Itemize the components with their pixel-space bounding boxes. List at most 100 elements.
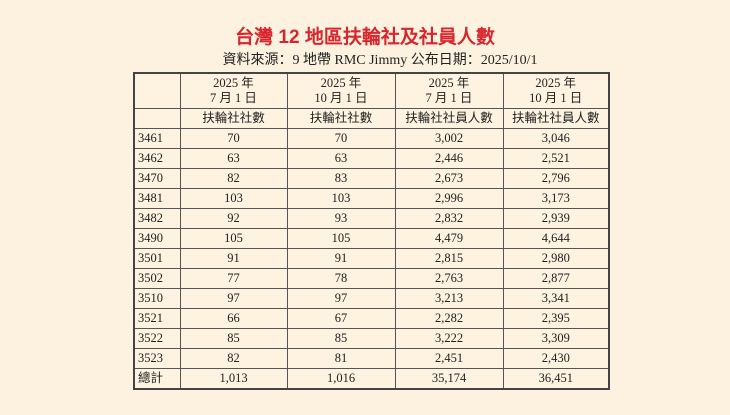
value-cell: 3,222 bbox=[394, 328, 504, 349]
value-cell: 63 bbox=[179, 148, 288, 169]
value-cell: 81 bbox=[286, 348, 396, 369]
table-row: 3470 82 83 2,673 2,796 bbox=[134, 168, 609, 189]
value-cell: 63 bbox=[286, 148, 396, 169]
value-cell: 2,877 bbox=[502, 268, 609, 289]
value-cell: 70 bbox=[179, 128, 288, 149]
district-cell: 3521 bbox=[134, 308, 181, 329]
value-cell: 1,016 bbox=[286, 368, 396, 390]
table-row: 3521 66 67 2,282 2,395 bbox=[134, 308, 609, 329]
value-cell: 4,479 bbox=[394, 228, 504, 249]
header-year: 2025 年 bbox=[428, 76, 470, 90]
value-cell: 105 bbox=[286, 228, 396, 249]
value-cell: 3,341 bbox=[502, 288, 609, 309]
header-day: 10 月 1 日 bbox=[314, 91, 368, 105]
district-cell: 3510 bbox=[134, 288, 181, 309]
value-cell: 3,046 bbox=[502, 128, 609, 149]
value-cell: 35,174 bbox=[394, 368, 504, 390]
table-row: 3481 103 103 2,996 3,173 bbox=[134, 188, 609, 209]
district-cell: 3481 bbox=[134, 188, 181, 209]
value-cell: 70 bbox=[286, 128, 396, 149]
district-cell: 3501 bbox=[134, 248, 181, 269]
header-year: 2025 年 bbox=[535, 76, 577, 90]
table-row: 3522 85 85 3,222 3,309 bbox=[134, 328, 609, 349]
district-cell: 3523 bbox=[134, 348, 181, 369]
table-row: 3501 91 91 2,815 2,980 bbox=[134, 248, 609, 269]
header-day: 7 月 1 日 bbox=[210, 91, 257, 105]
value-cell: 2,832 bbox=[394, 208, 504, 229]
value-cell: 85 bbox=[286, 328, 396, 349]
value-cell: 2,521 bbox=[502, 148, 609, 169]
header-metric: 扶輪社社員人數 bbox=[394, 108, 504, 129]
value-cell: 2,815 bbox=[394, 248, 504, 269]
value-cell: 97 bbox=[286, 288, 396, 309]
value-cell: 92 bbox=[179, 208, 288, 229]
value-cell: 2,446 bbox=[394, 148, 504, 169]
value-cell: 67 bbox=[286, 308, 396, 329]
value-cell: 2,796 bbox=[502, 168, 609, 189]
value-cell: 103 bbox=[179, 188, 288, 209]
value-cell: 103 bbox=[286, 188, 396, 209]
header-metric: 扶輪社社數 bbox=[286, 108, 396, 129]
table-row: 3510 97 97 3,213 3,341 bbox=[134, 288, 609, 309]
header-blank bbox=[134, 72, 181, 109]
table-row: 3461 70 70 3,002 3,046 bbox=[134, 128, 609, 149]
value-cell: 4,644 bbox=[502, 228, 609, 249]
value-cell: 3,002 bbox=[394, 128, 504, 149]
value-cell: 91 bbox=[286, 248, 396, 269]
value-cell: 2,673 bbox=[394, 168, 504, 189]
table-row: 3502 77 78 2,763 2,877 bbox=[134, 268, 609, 289]
header-date: 2025 年 10 月 1 日 bbox=[502, 72, 609, 109]
value-cell: 82 bbox=[179, 348, 288, 369]
table-row: 3462 63 63 2,446 2,521 bbox=[134, 148, 609, 169]
value-cell: 2,763 bbox=[394, 268, 504, 289]
district-cell: 3490 bbox=[134, 228, 181, 249]
district-cell: 3470 bbox=[134, 168, 181, 189]
header-metric: 扶輪社社數 bbox=[179, 108, 288, 129]
district-cell: 3482 bbox=[134, 208, 181, 229]
table-row: 3482 92 93 2,832 2,939 bbox=[134, 208, 609, 229]
value-cell: 2,939 bbox=[502, 208, 609, 229]
value-cell: 2,430 bbox=[502, 348, 609, 369]
header-day: 7 月 1 日 bbox=[425, 91, 473, 105]
value-cell: 3,173 bbox=[502, 188, 609, 209]
table-row: 3490 105 105 4,479 4,644 bbox=[134, 228, 609, 249]
district-cell: 3462 bbox=[134, 148, 181, 169]
value-cell: 77 bbox=[179, 268, 288, 289]
header-metric: 扶輪社社員人數 bbox=[502, 108, 609, 129]
value-cell: 2,451 bbox=[394, 348, 504, 369]
value-cell: 2,980 bbox=[502, 248, 609, 269]
value-cell: 91 bbox=[179, 248, 288, 269]
value-cell: 97 bbox=[179, 288, 288, 309]
district-cell: 3522 bbox=[134, 328, 181, 349]
total-row: 總計 1,013 1,016 35,174 36,451 bbox=[134, 368, 609, 390]
value-cell: 83 bbox=[286, 168, 396, 189]
header-row-metrics: 扶輪社社數 扶輪社社數 扶輪社社員人數 扶輪社社員人數 bbox=[134, 108, 609, 129]
value-cell: 85 bbox=[179, 328, 288, 349]
value-cell: 82 bbox=[179, 168, 288, 189]
value-cell: 36,451 bbox=[502, 368, 609, 390]
value-cell: 3,309 bbox=[502, 328, 609, 349]
table-row: 3523 82 81 2,451 2,430 bbox=[134, 348, 609, 369]
district-cell: 3502 bbox=[134, 268, 181, 289]
value-cell: 93 bbox=[286, 208, 396, 229]
header-day: 10 月 1 日 bbox=[529, 91, 583, 105]
value-cell: 78 bbox=[286, 268, 396, 289]
header-year: 2025 年 bbox=[213, 76, 254, 90]
value-cell: 2,282 bbox=[394, 308, 504, 329]
header-blank bbox=[134, 108, 181, 129]
value-cell: 2,996 bbox=[394, 188, 504, 209]
value-cell: 66 bbox=[179, 308, 288, 329]
header-year: 2025 年 bbox=[320, 76, 362, 90]
header-date: 2025 年 10 月 1 日 bbox=[286, 72, 396, 109]
district-cell: 總計 bbox=[134, 368, 181, 390]
page-title: 台灣 12 地區扶輪社及社員人數 bbox=[235, 27, 495, 48]
value-cell: 1,013 bbox=[179, 368, 288, 390]
value-cell: 3,213 bbox=[394, 288, 504, 309]
district-cell: 3461 bbox=[134, 128, 181, 149]
value-cell: 105 bbox=[179, 228, 288, 249]
value-cell: 2,395 bbox=[502, 308, 609, 329]
